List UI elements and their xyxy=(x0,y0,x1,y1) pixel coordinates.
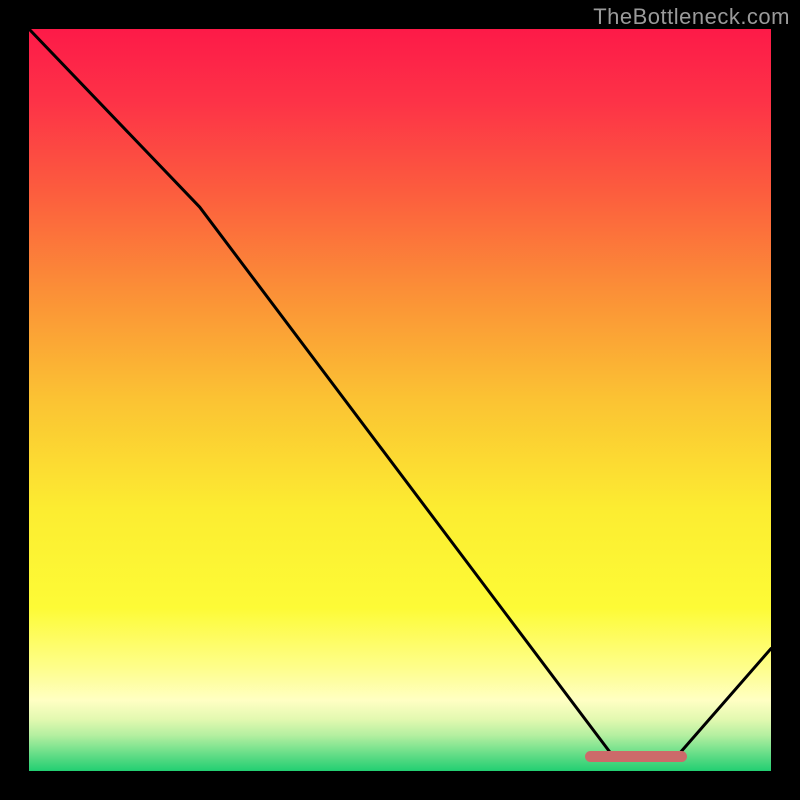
bottleneck-curve xyxy=(29,29,771,759)
optimal-region-marker xyxy=(585,751,687,762)
watermark-text: TheBottleneck.com xyxy=(593,4,790,30)
plot-area xyxy=(29,29,771,771)
curve-svg xyxy=(29,29,771,771)
